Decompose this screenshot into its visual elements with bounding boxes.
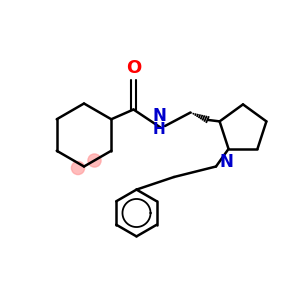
Circle shape [71, 161, 85, 175]
Circle shape [88, 154, 101, 167]
Text: N: N [219, 153, 233, 171]
Text: N: N [152, 107, 166, 125]
Text: H: H [153, 122, 165, 137]
Text: O: O [126, 59, 141, 77]
